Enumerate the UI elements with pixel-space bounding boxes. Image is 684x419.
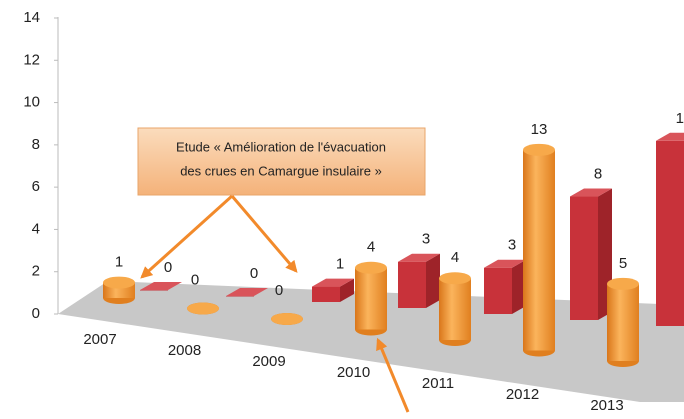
- x-tick-label: 2013: [590, 397, 623, 414]
- bar-top: [607, 277, 639, 290]
- bar: [484, 267, 512, 314]
- annotation: des crues en Camargue insulaire »: [180, 163, 382, 178]
- bar-top: [140, 282, 182, 290]
- bar-top: [187, 302, 219, 315]
- annotation-box: [137, 127, 426, 196]
- bar: [656, 140, 684, 326]
- bar-top: [226, 288, 268, 296]
- y-tick-label: 0: [32, 305, 40, 322]
- bar: [439, 278, 471, 340]
- value-label: 3: [508, 237, 516, 254]
- y-tick-label: 12: [23, 51, 40, 68]
- bar-side: [340, 278, 354, 302]
- bar: [140, 290, 168, 291]
- bar-side: [512, 259, 526, 314]
- bar-top: [439, 272, 471, 285]
- x-tick-label: 2008: [168, 342, 201, 359]
- bar: [312, 286, 340, 302]
- bar: [355, 267, 387, 330]
- value-label: 1: [336, 256, 344, 273]
- annotation: Etude « Amélioration de l'évacuation: [176, 139, 386, 154]
- bar: [607, 283, 639, 361]
- bar: [570, 196, 598, 320]
- y-tick-label: 4: [32, 220, 40, 237]
- value-label: 0: [164, 259, 172, 276]
- bar-top: [355, 261, 387, 274]
- arrow: [376, 337, 410, 413]
- bar-top: [570, 188, 612, 197]
- y-tick-label: 2: [32, 263, 40, 280]
- x-tick-label: 2010: [337, 364, 370, 381]
- y-tick-label: 8: [32, 136, 40, 153]
- bar-top: [484, 259, 526, 268]
- bar: [226, 296, 254, 297]
- x-tick-label: 2007: [83, 331, 116, 348]
- bar: [398, 261, 426, 308]
- value-label: 5: [619, 255, 627, 272]
- x-tick-label: 2012: [506, 386, 539, 403]
- value-label: 4: [367, 239, 375, 256]
- value-label: 0: [275, 282, 283, 299]
- bar-top: [656, 132, 684, 141]
- value-label: 13: [531, 121, 548, 138]
- arrow: [140, 194, 234, 279]
- x-tick-label: 2009: [252, 353, 285, 370]
- bar-top: [523, 143, 555, 156]
- bar-top: [103, 276, 135, 289]
- y-tick-label: 10: [23, 94, 40, 111]
- value-label: 4: [451, 249, 459, 266]
- value-label: 12: [676, 110, 684, 127]
- arrow: [230, 195, 298, 273]
- value-label: 1: [115, 254, 123, 271]
- value-label: 0: [250, 265, 258, 282]
- value-label: 8: [594, 165, 602, 182]
- y-tick-label: 14: [23, 9, 40, 26]
- bar: [523, 149, 555, 351]
- x-tick-label: 2011: [422, 375, 454, 392]
- bar-side: [426, 253, 440, 308]
- value-label: 0: [191, 271, 199, 288]
- bar-top: [271, 313, 303, 325]
- bar-top: [398, 253, 440, 262]
- y-tick-label: 6: [32, 178, 40, 195]
- value-label: 3: [422, 231, 430, 248]
- bar-top: [312, 278, 354, 287]
